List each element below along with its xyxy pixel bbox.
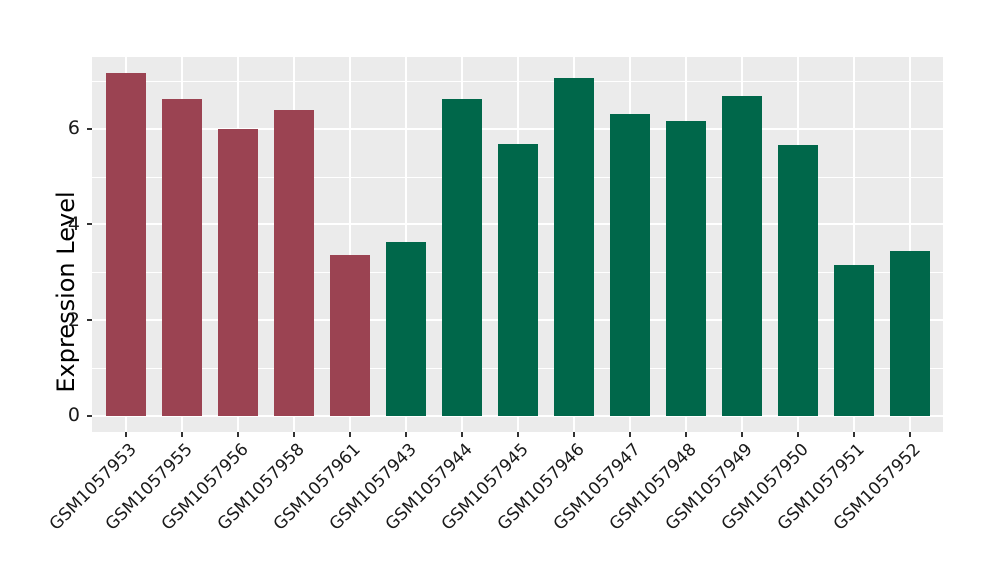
y-tick-label-6: 6: [67, 117, 80, 140]
x-tick-GSM1057945: [517, 432, 519, 437]
gridline-major-v-GSM1057952: [909, 57, 911, 432]
y-tick-4: [87, 223, 92, 226]
bar-GSM1057949: [722, 96, 762, 416]
bar-GSM1057943: [386, 242, 426, 416]
bar-GSM1057948: [666, 121, 706, 416]
bar-GSM1057953: [106, 72, 146, 416]
bar-GSM1057952: [890, 251, 930, 416]
y-tick-label-0: 0: [67, 404, 80, 427]
x-tick-GSM1057948: [685, 432, 687, 437]
plot-panel: [92, 57, 943, 432]
x-tick-GSM1057958: [293, 432, 295, 437]
x-tick-GSM1057955: [181, 432, 183, 437]
y-tick-label-4: 4: [67, 212, 80, 235]
bar-GSM1057956: [218, 128, 258, 416]
bar-GSM1057951: [834, 264, 874, 416]
x-tick-GSM1057946: [573, 432, 575, 437]
bar-GSM1057950: [778, 144, 818, 416]
x-tick-GSM1057961: [349, 432, 351, 437]
x-tick-GSM1057943: [405, 432, 407, 437]
y-tick-2: [87, 319, 92, 322]
x-tick-GSM1057949: [741, 432, 743, 437]
bar-GSM1057944: [442, 98, 482, 416]
gridline-major-v-GSM1057951: [853, 57, 855, 432]
x-tick-GSM1057952: [909, 432, 911, 437]
x-tick-GSM1057944: [461, 432, 463, 437]
x-tick-GSM1057947: [629, 432, 631, 437]
y-tick-label-2: 2: [67, 308, 80, 331]
bar-GSM1057961: [330, 254, 370, 416]
x-tick-GSM1057951: [853, 432, 855, 437]
bar-GSM1057947: [610, 113, 650, 416]
bar-GSM1057945: [498, 144, 538, 416]
bar-GSM1057958: [274, 110, 314, 416]
bar-GSM1057955: [162, 99, 202, 416]
x-tick-GSM1057953: [125, 432, 127, 437]
x-tick-GSM1057956: [237, 432, 239, 437]
y-tick-0: [87, 414, 92, 417]
gridline-major-v-GSM1057961: [349, 57, 351, 432]
y-tick-6: [87, 127, 92, 130]
bar-GSM1057946: [554, 78, 594, 416]
x-tick-GSM1057950: [797, 432, 799, 437]
